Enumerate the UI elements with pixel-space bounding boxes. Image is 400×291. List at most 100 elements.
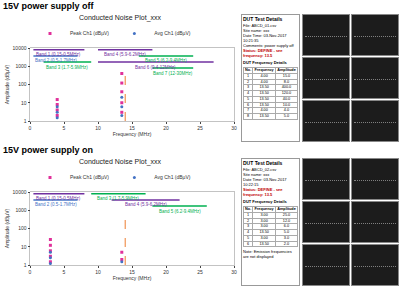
html-text:3.00: 3.00 bbox=[260, 218, 268, 223]
svg-text:20: 20 bbox=[163, 125, 169, 131]
html-text:13.50: 13.50 bbox=[259, 241, 269, 246]
html-text:4: 4 bbox=[247, 91, 250, 96]
svg-text:30: 30 bbox=[231, 269, 237, 275]
svg-text:Band 4 (5.9-6.2MHz): Band 4 (5.9-6.2MHz) bbox=[125, 202, 167, 207]
svg-text:Band 5 (6.2-9.4MHz): Band 5 (6.2-9.4MHz) bbox=[145, 58, 187, 63]
html-text:15V power supply on: 15V power supply on bbox=[3, 145, 93, 155]
svg-text:Band 4 (5.9-6.2MHz): Band 4 (5.9-6.2MHz) bbox=[104, 52, 146, 57]
svg-text:1: 1 bbox=[24, 262, 27, 268]
svg-text:Band 3 (1.7-5.9MHz): Band 3 (1.7-5.9MHz) bbox=[97, 196, 139, 201]
html-text:3.0: 3.0 bbox=[283, 235, 290, 240]
html-text:2.0: 2.0 bbox=[283, 241, 290, 246]
svg-text:Conducted Noise Plot_xxx: Conducted Noise Plot_xxx bbox=[79, 158, 162, 166]
html-text:13.50: 13.50 bbox=[259, 91, 269, 96]
html-text:40.0: 40.0 bbox=[282, 96, 291, 101]
svg-text:Conducted Noise Plot_xxx: Conducted Noise Plot_xxx bbox=[79, 14, 162, 22]
html-text:Status: DEFINE - see frequency: Status: DEFINE - see frequency: 13.5 bbox=[243, 187, 283, 198]
html-text:1: 1 bbox=[247, 74, 250, 78]
html-text:Comments: power supply off: Comments: power supply off bbox=[243, 43, 294, 49]
html-text:3.00: 3.00 bbox=[260, 235, 268, 240]
html-text:15V power supply off: 15V power supply off bbox=[3, 1, 94, 11]
svg-text:25: 25 bbox=[197, 125, 203, 131]
html-text:5.0: 5.0 bbox=[283, 230, 290, 235]
svg-text:1000: 1000 bbox=[15, 63, 26, 69]
html-text:Status: DEFINE - see frequency: Status: DEFINE - see frequency: 13.5 bbox=[243, 48, 283, 59]
svg-text:10: 10 bbox=[95, 125, 101, 131]
svg-text:1: 1 bbox=[24, 118, 27, 124]
svg-text:30: 30 bbox=[231, 125, 237, 131]
html-text:13.50: 13.50 bbox=[259, 230, 269, 235]
svg-text:Band 7 (12-30MHz): Band 7 (12-30MHz) bbox=[153, 71, 193, 76]
html-text:Note: Emission frequencies are: Note: Emission frequencies are not displ… bbox=[243, 249, 292, 260]
html-text:13.50: 13.50 bbox=[259, 114, 269, 119]
svg-text:Amplitude (dBµV): Amplitude (dBµV) bbox=[4, 65, 10, 105]
html-text:DUT Frequency Details: DUT Frequency Details bbox=[243, 199, 287, 205]
svg-text:Band 6 (9.4-12MHz): Band 6 (9.4-12MHz) bbox=[135, 65, 176, 70]
html-text:10.0: 10.0 bbox=[282, 102, 291, 107]
html-text:DUT Test Details: DUT Test Details bbox=[243, 160, 283, 166]
html-text:Frequency: Frequency bbox=[254, 207, 274, 212]
svg-text:Band 1 (0.15-0.5MHz): Band 1 (0.15-0.5MHz) bbox=[36, 52, 81, 57]
svg-text:0: 0 bbox=[29, 269, 32, 275]
html-text:400.0: 400.0 bbox=[281, 85, 292, 90]
svg-text:Frequency (MHz): Frequency (MHz) bbox=[113, 131, 152, 137]
svg-text:Band 2 (0.5-1.7MHz): Band 2 (0.5-1.7MHz) bbox=[35, 202, 77, 207]
svg-text:0: 0 bbox=[29, 125, 32, 131]
svg-text:Peak Ch1 (dBµV): Peak Ch1 (dBµV) bbox=[70, 174, 109, 180]
html-text:No.: No. bbox=[245, 68, 252, 73]
svg-text:15: 15 bbox=[129, 125, 135, 131]
svg-text:20: 20 bbox=[163, 269, 169, 275]
html-text:6.0: 6.0 bbox=[283, 224, 290, 229]
html-text:3.00: 3.00 bbox=[260, 224, 268, 229]
svg-text:1000: 1000 bbox=[15, 207, 26, 213]
svg-text:Avg Ch1 (dBµV): Avg Ch1 (dBµV) bbox=[154, 174, 190, 180]
html-text:Site name: xxx: Site name: xxx bbox=[243, 28, 270, 34]
html-text:15.0: 15.0 bbox=[282, 74, 291, 78]
svg-text:25: 25 bbox=[197, 269, 203, 275]
html-text:13.50: 13.50 bbox=[259, 85, 269, 90]
html-text:Date Time: 03-Nov-2017 10:21:3: Date Time: 03-Nov-2017 10:21:35 bbox=[243, 33, 287, 44]
html-text:Date Time: 03-Nov-2017 10:22:1: Date Time: 03-Nov-2017 10:22:15 bbox=[243, 177, 287, 188]
html-text:Amplitude: Amplitude bbox=[277, 207, 296, 212]
html-text:DUT Frequency Details: DUT Frequency Details bbox=[243, 60, 287, 66]
svg-text:5: 5 bbox=[63, 125, 66, 131]
html-text:120.0: 120.0 bbox=[281, 91, 292, 96]
html-text:8.0: 8.0 bbox=[283, 79, 290, 84]
html-text:2: 2 bbox=[247, 79, 250, 84]
html-text:3.00: 3.00 bbox=[260, 213, 268, 217]
html-text:File: ABCD_01.csv: File: ABCD_01.csv bbox=[243, 23, 277, 29]
html-text:4.00: 4.00 bbox=[260, 79, 268, 84]
html-text:File: ABCD_02.csv: File: ABCD_02.csv bbox=[243, 167, 277, 173]
html-text:5.0: 5.0 bbox=[283, 114, 290, 119]
html-text:Frequency: Frequency bbox=[254, 68, 274, 73]
svg-text:100: 100 bbox=[18, 81, 27, 87]
html-text:4.00: 4.00 bbox=[260, 74, 268, 78]
svg-text:100: 100 bbox=[18, 225, 27, 231]
html-text:25.0: 25.0 bbox=[282, 213, 291, 217]
svg-text:Amplitude (dBµV): Amplitude (dBµV) bbox=[4, 209, 10, 249]
svg-text:Frequency (MHz): Frequency (MHz) bbox=[113, 275, 152, 281]
svg-text:15: 15 bbox=[129, 269, 135, 275]
svg-text:10000: 10000 bbox=[13, 45, 27, 51]
html-text:Site name: xxx: Site name: xxx bbox=[243, 172, 270, 178]
svg-text:Band 5 (6.2-9.4MHz): Band 5 (6.2-9.4MHz) bbox=[159, 209, 201, 214]
html-text:Amplitude: Amplitude bbox=[277, 68, 296, 73]
svg-text:Avg Ch1 (dBµV): Avg Ch1 (dBµV) bbox=[154, 30, 190, 36]
html-text:4.00: 4.00 bbox=[260, 108, 268, 113]
html-text:13.50: 13.50 bbox=[259, 96, 269, 101]
svg-text:Band 3 (1.7-5.9MHz): Band 3 (1.7-5.9MHz) bbox=[46, 65, 88, 70]
html-text:3: 3 bbox=[247, 85, 250, 90]
html-text:4.0: 4.0 bbox=[283, 108, 290, 113]
html-text:No.: No. bbox=[245, 207, 252, 212]
svg-text:Peak Ch1 (dBµV): Peak Ch1 (dBµV) bbox=[70, 30, 109, 36]
svg-text:10: 10 bbox=[21, 100, 27, 106]
html-text:12.0: 12.0 bbox=[282, 218, 291, 223]
svg-text:10: 10 bbox=[95, 269, 101, 275]
html-text:13.50: 13.50 bbox=[259, 102, 269, 107]
svg-text:10000: 10000 bbox=[13, 189, 27, 195]
svg-text:5: 5 bbox=[63, 269, 66, 275]
svg-text:Band 1 (0.15-0.5MHz): Band 1 (0.15-0.5MHz) bbox=[36, 196, 81, 201]
html-text:DUT Test Details: DUT Test Details bbox=[243, 16, 283, 22]
svg-text:10: 10 bbox=[21, 244, 27, 250]
svg-text:Band 2 (0.5-1.7MHz): Band 2 (0.5-1.7MHz) bbox=[35, 58, 77, 63]
